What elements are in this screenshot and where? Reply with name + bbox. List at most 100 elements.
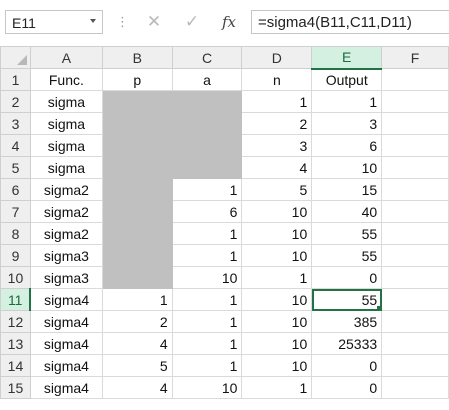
cell-c8[interactable]: 1 (171, 222, 243, 245)
formula-input[interactable]: =sigma4(B11,C11,D11) (251, 10, 449, 34)
cell-a12[interactable]: sigma4 (29, 310, 103, 333)
cell-b11[interactable]: 1 (101, 288, 173, 311)
cell-a6[interactable]: sigma2 (29, 178, 103, 201)
cell-a9[interactable]: sigma3 (29, 244, 103, 267)
cell-c1[interactable]: a (171, 68, 243, 91)
row-header-8[interactable]: 8 (0, 222, 31, 245)
cell-a1[interactable]: Func. (29, 68, 103, 91)
column-header-b[interactable]: B (101, 46, 173, 69)
row-header-2[interactable]: 2 (0, 90, 31, 113)
row-header-1[interactable]: 1 (0, 68, 31, 91)
row-header-15[interactable]: 15 (0, 376, 31, 399)
cell-d7[interactable]: 10 (241, 200, 313, 223)
cell-c4[interactable] (171, 134, 243, 157)
row-header-13[interactable]: 13 (0, 332, 31, 355)
cell-a10[interactable]: sigma3 (29, 266, 103, 289)
cell-d14[interactable]: 10 (241, 354, 313, 377)
cell-e3[interactable]: 3 (311, 112, 383, 135)
cell-d8[interactable]: 10 (241, 222, 313, 245)
enter-icon[interactable]: ✓ (184, 12, 200, 31)
row-header-14[interactable]: 14 (0, 354, 31, 377)
column-header-d[interactable]: D (241, 46, 313, 69)
cell-c13[interactable]: 1 (171, 332, 243, 355)
cell-d6[interactable]: 5 (241, 178, 313, 201)
cell-a11[interactable]: sigma4 (29, 288, 103, 311)
cell-c5[interactable] (171, 156, 243, 179)
cell-e2[interactable]: 1 (311, 90, 383, 113)
cell-d4[interactable]: 3 (241, 134, 313, 157)
cell-c14[interactable]: 1 (171, 354, 243, 377)
cell-f3[interactable] (381, 112, 449, 135)
cell-a4[interactable]: sigma (29, 134, 103, 157)
cell-f15[interactable] (381, 376, 449, 399)
cell-a13[interactable]: sigma4 (29, 332, 103, 355)
cell-f14[interactable] (381, 354, 449, 377)
cell-d2[interactable]: 1 (241, 90, 313, 113)
cell-b3[interactable] (101, 112, 173, 135)
cell-f6[interactable] (381, 178, 449, 201)
cancel-icon[interactable]: ✕ (146, 12, 162, 31)
cell-d11[interactable]: 10 (241, 288, 313, 311)
cell-f11[interactable] (381, 288, 449, 311)
row-header-12[interactable]: 12 (0, 310, 31, 333)
cell-a7[interactable]: sigma2 (29, 200, 103, 223)
cell-e12[interactable]: 385 (311, 310, 383, 333)
cell-b6[interactable] (101, 178, 173, 201)
row-header-6[interactable]: 6 (0, 178, 31, 201)
cell-b2[interactable] (101, 90, 173, 113)
cell-b10[interactable] (101, 266, 173, 289)
cell-b1[interactable]: p (101, 68, 173, 91)
select-all-corner[interactable] (0, 46, 31, 69)
cell-e15[interactable]: 0 (311, 376, 383, 399)
cell-e9[interactable]: 55 (311, 244, 383, 267)
cell-f5[interactable] (381, 156, 449, 179)
cell-e5[interactable]: 10 (311, 156, 383, 179)
name-box-dropdown-icon[interactable] (90, 19, 96, 23)
cell-c11[interactable]: 1 (171, 288, 243, 311)
cell-f8[interactable] (381, 222, 449, 245)
row-header-4[interactable]: 4 (0, 134, 31, 157)
cell-f10[interactable] (381, 266, 449, 289)
name-box[interactable]: E11 (5, 10, 103, 34)
cell-d13[interactable]: 10 (241, 332, 313, 355)
cell-b7[interactable] (101, 200, 173, 223)
cell-d3[interactable]: 2 (241, 112, 313, 135)
cell-d15[interactable]: 1 (241, 376, 313, 399)
column-header-f[interactable]: F (381, 46, 449, 69)
cell-f4[interactable] (381, 134, 449, 157)
cell-c7[interactable]: 6 (171, 200, 243, 223)
cell-c2[interactable] (171, 90, 243, 113)
cell-d10[interactable]: 1 (241, 266, 313, 289)
cell-a8[interactable]: sigma2 (29, 222, 103, 245)
cell-f7[interactable] (381, 200, 449, 223)
cell-f2[interactable] (381, 90, 449, 113)
cell-e8[interactable]: 55 (311, 222, 383, 245)
cell-a3[interactable]: sigma (29, 112, 103, 135)
cell-e10[interactable]: 0 (311, 266, 383, 289)
row-header-11[interactable]: 11 (0, 288, 32, 311)
cell-c15[interactable]: 10 (171, 376, 243, 399)
cell-c6[interactable]: 1 (171, 178, 243, 201)
cell-e11[interactable]: 55 (311, 288, 383, 311)
insert-function-icon[interactable]: fx (221, 13, 236, 31)
cell-b5[interactable] (101, 156, 173, 179)
cell-b13[interactable]: 4 (101, 332, 173, 355)
cell-a5[interactable]: sigma (29, 156, 103, 179)
cell-c9[interactable]: 1 (171, 244, 243, 267)
cell-d1[interactable]: n (241, 68, 313, 91)
column-header-e[interactable]: E (311, 46, 383, 70)
cell-a2[interactable]: sigma (29, 90, 103, 113)
cell-e14[interactable]: 0 (311, 354, 383, 377)
cell-e7[interactable]: 40 (311, 200, 383, 223)
cell-b15[interactable]: 4 (101, 376, 173, 399)
fill-handle[interactable] (377, 306, 381, 310)
cell-e1[interactable]: Output (311, 68, 383, 91)
cell-f1[interactable] (381, 68, 449, 91)
cell-d12[interactable]: 10 (241, 310, 313, 333)
cell-c10[interactable]: 10 (171, 266, 243, 289)
cell-b12[interactable]: 2 (101, 310, 173, 333)
row-header-10[interactable]: 10 (0, 266, 31, 289)
cell-b4[interactable] (101, 134, 173, 157)
cell-c12[interactable]: 1 (171, 310, 243, 333)
cell-a15[interactable]: sigma4 (29, 376, 103, 399)
